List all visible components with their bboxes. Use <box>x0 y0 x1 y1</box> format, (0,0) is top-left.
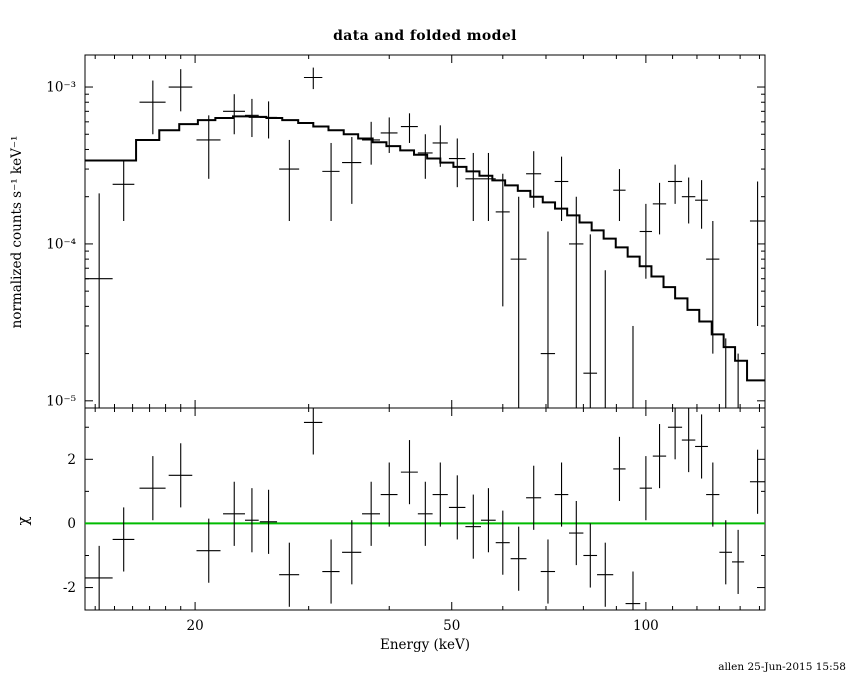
bottom-panel-frame <box>84 407 766 611</box>
plot-title: data and folded model <box>333 28 517 44</box>
y-tick-label: -2 <box>63 580 76 596</box>
plot-graphics: 20 50 100 10⁻⁵ 10⁻⁴ 10⁻³ -2 0 2 <box>46 54 766 634</box>
x-tick-label: 50 <box>443 618 460 634</box>
y-tick-label: 10⁻³ <box>46 80 76 96</box>
x-tick-label: 20 <box>186 618 203 634</box>
y-tick-label: 2 <box>67 452 76 468</box>
x-axis-label: Energy (keV) <box>380 637 470 653</box>
y-tick-label: 0 <box>67 516 76 532</box>
x-tick-label: 100 <box>633 618 659 634</box>
timestamp: allen 25-Jun-2015 15:58 <box>718 661 846 673</box>
y-tick-label: 10⁻⁵ <box>46 393 76 409</box>
y-axis-label-top: normalized counts s⁻¹ keV⁻¹ <box>9 136 25 329</box>
top-panel-frame <box>84 54 766 409</box>
y-axis-label-bottom: χ <box>14 516 32 525</box>
y-tick-label: 10⁻⁴ <box>46 236 76 252</box>
